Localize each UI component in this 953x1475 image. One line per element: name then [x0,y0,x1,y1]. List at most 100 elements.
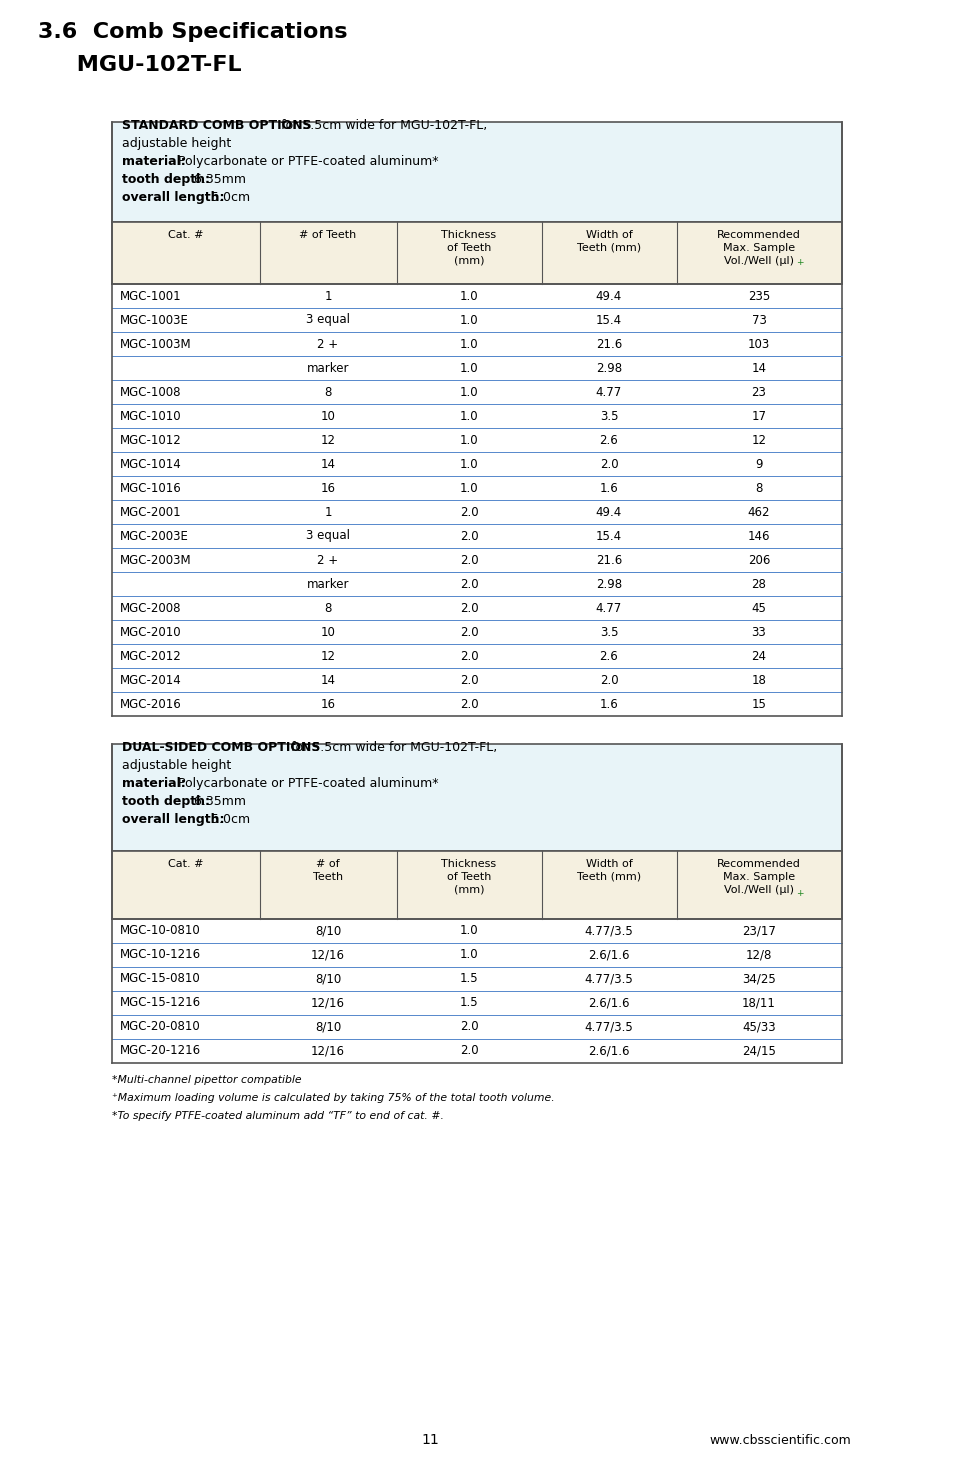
Text: 6.35mm: 6.35mm [190,173,246,186]
Text: 28: 28 [751,578,765,590]
Text: 12/8: 12/8 [745,948,771,962]
Text: MGC-10-1216: MGC-10-1216 [120,948,201,962]
Text: MGC-1003M: MGC-1003M [120,338,192,351]
Text: 12/16: 12/16 [311,948,345,962]
Text: 12: 12 [751,434,765,447]
Text: 4.77/3.5: 4.77/3.5 [584,925,633,938]
Text: 34/25: 34/25 [741,972,775,985]
Text: 3.5: 3.5 [599,410,618,422]
Text: 1.0: 1.0 [459,314,477,326]
Text: tooth depth:: tooth depth: [122,173,210,186]
Text: 2.0: 2.0 [459,698,477,711]
Text: 6.35mm: 6.35mm [190,795,246,808]
Text: MGC-2014: MGC-2014 [120,674,182,686]
Text: MGC-1010: MGC-1010 [120,410,181,422]
Text: MGC-2010: MGC-2010 [120,625,181,639]
Bar [112,596,841,620]
Text: Cat. #: Cat. # [168,858,204,869]
Text: MGC-2012: MGC-2012 [120,649,182,662]
Text: 24/15: 24/15 [741,1044,775,1058]
Text: 2.0: 2.0 [459,625,477,639]
Bar [112,476,841,500]
Text: Recommended
Max. Sample
Vol./Well (μl): Recommended Max. Sample Vol./Well (μl) [717,858,801,895]
Text: 1.0: 1.0 [459,457,477,471]
Text: 2.98: 2.98 [596,578,621,590]
Text: MGC-2008: MGC-2008 [120,602,181,615]
Text: MGC-1014: MGC-1014 [120,457,182,471]
Text: 18/11: 18/11 [741,997,775,1009]
Text: 1.0: 1.0 [459,434,477,447]
Text: 2.6/1.6: 2.6/1.6 [588,997,629,1009]
Text: 15.4: 15.4 [596,314,621,326]
Text: 1.6: 1.6 [599,481,618,494]
Text: Cat. #: Cat. # [168,230,204,240]
Text: material:: material: [122,777,186,791]
Text: for 5.5cm wide for MGU-102T-FL,: for 5.5cm wide for MGU-102T-FL, [276,119,487,131]
Text: Polycarbonate or PTFE-coated aluminum*: Polycarbonate or PTFE-coated aluminum* [173,777,438,791]
Bar [112,645,841,668]
Text: MGC-1003E: MGC-1003E [120,314,189,326]
Bar [112,943,841,968]
Text: 2.0: 2.0 [459,1021,477,1034]
Text: 3.5: 3.5 [599,625,618,639]
Bar [112,991,841,1015]
Text: # of
Teeth: # of Teeth [313,858,343,882]
Text: MGC-20-0810: MGC-20-0810 [120,1021,200,1034]
Text: overall length:: overall length: [122,813,224,826]
Text: MGC-2003M: MGC-2003M [120,553,192,566]
Text: overall length:: overall length: [122,190,224,204]
Text: MGC-1008: MGC-1008 [120,385,181,398]
Text: 1.0: 1.0 [459,948,477,962]
Text: 2.0: 2.0 [599,674,618,686]
Bar [112,692,841,715]
Text: 2.6/1.6: 2.6/1.6 [588,1044,629,1058]
Text: MGU-102T-FL: MGU-102T-FL [38,55,241,75]
Text: 3 equal: 3 equal [306,314,350,326]
Text: 8: 8 [324,602,332,615]
Text: 4.77/3.5: 4.77/3.5 [584,972,633,985]
Text: 4.77/3.5: 4.77/3.5 [584,1021,633,1034]
Text: 23: 23 [751,385,765,398]
Text: 45/33: 45/33 [741,1021,775,1034]
Text: 33: 33 [751,625,765,639]
Bar [112,332,841,355]
Text: *Multi-channel pipettor compatible: *Multi-channel pipettor compatible [112,1075,301,1086]
Text: 8: 8 [324,385,332,398]
Text: 10: 10 [320,410,335,422]
Text: 2.0: 2.0 [459,649,477,662]
Text: 103: 103 [747,338,769,351]
Text: 2.0: 2.0 [459,674,477,686]
Bar [112,620,841,645]
Text: MGC-2001: MGC-2001 [120,506,181,519]
Bar [112,428,841,451]
Text: 8/10: 8/10 [314,972,341,985]
Text: 1.0: 1.0 [459,289,477,302]
Text: 4.77: 4.77 [596,385,621,398]
Text: 1.5: 1.5 [459,997,477,1009]
Bar [112,355,841,381]
Text: 1.0: 1.0 [459,361,477,375]
Bar [112,668,841,692]
Text: 2.6: 2.6 [599,434,618,447]
Text: material:: material: [122,155,186,168]
Bar [112,451,841,476]
Bar [112,404,841,428]
Text: 1: 1 [324,506,332,519]
Text: 12/16: 12/16 [311,1044,345,1058]
Text: +: + [795,258,802,267]
Text: MGC-20-1216: MGC-20-1216 [120,1044,201,1058]
Text: 14: 14 [320,674,335,686]
Text: Thickness
of Teeth
(mm): Thickness of Teeth (mm) [441,230,497,266]
Text: 21.6: 21.6 [596,553,621,566]
Text: 2.6: 2.6 [599,649,618,662]
Text: 2.0: 2.0 [459,602,477,615]
Text: for 5.5cm wide for MGU-102T-FL,: for 5.5cm wide for MGU-102T-FL, [287,740,497,754]
Bar [112,549,841,572]
Text: 10: 10 [320,625,335,639]
Text: 17: 17 [751,410,765,422]
Text: MGC-2016: MGC-2016 [120,698,182,711]
Text: 15.4: 15.4 [596,530,621,543]
Text: 462: 462 [747,506,769,519]
Text: 11: 11 [420,1434,438,1447]
Text: # of Teeth: # of Teeth [299,230,356,240]
